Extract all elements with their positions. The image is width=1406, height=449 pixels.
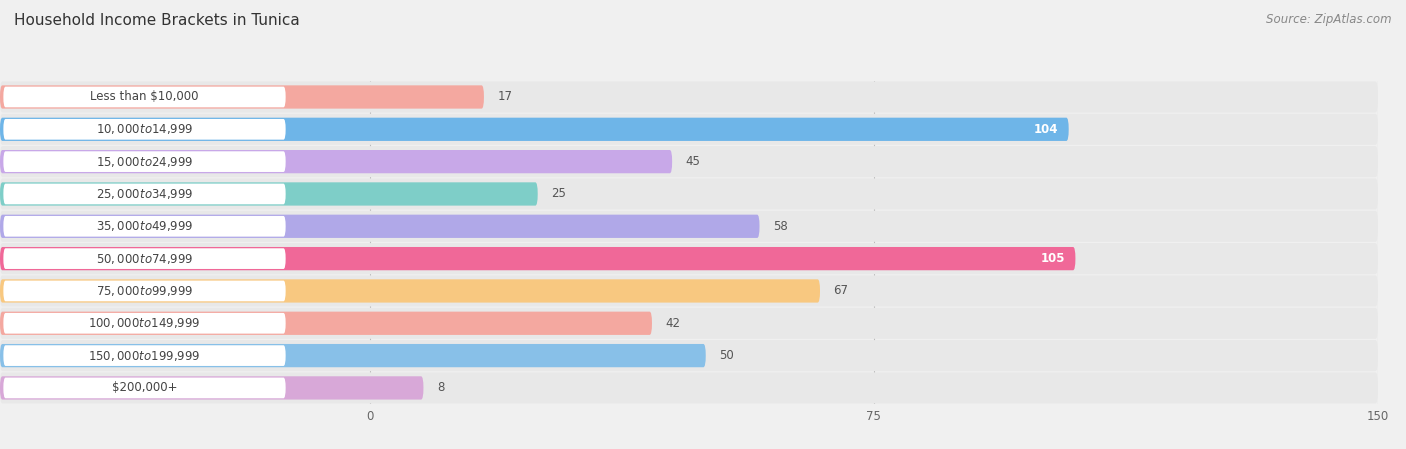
FancyBboxPatch shape xyxy=(0,243,1378,274)
FancyBboxPatch shape xyxy=(0,182,537,206)
FancyBboxPatch shape xyxy=(0,178,1378,210)
FancyBboxPatch shape xyxy=(0,85,484,109)
Text: 105: 105 xyxy=(1040,252,1066,265)
FancyBboxPatch shape xyxy=(0,275,1378,307)
Text: $200,000+: $200,000+ xyxy=(111,382,177,394)
Text: Less than $10,000: Less than $10,000 xyxy=(90,91,198,103)
Text: Household Income Brackets in Tunica: Household Income Brackets in Tunica xyxy=(14,13,299,28)
Text: Source: ZipAtlas.com: Source: ZipAtlas.com xyxy=(1267,13,1392,26)
FancyBboxPatch shape xyxy=(3,281,285,301)
FancyBboxPatch shape xyxy=(3,313,285,334)
Text: 17: 17 xyxy=(498,91,512,103)
Text: 67: 67 xyxy=(834,285,848,297)
Text: 42: 42 xyxy=(665,317,681,330)
FancyBboxPatch shape xyxy=(0,81,1378,113)
FancyBboxPatch shape xyxy=(0,340,1378,371)
FancyBboxPatch shape xyxy=(3,184,285,204)
FancyBboxPatch shape xyxy=(3,248,285,269)
Text: 8: 8 xyxy=(437,382,444,394)
FancyBboxPatch shape xyxy=(3,87,285,107)
Text: $10,000 to $14,999: $10,000 to $14,999 xyxy=(96,122,193,136)
FancyBboxPatch shape xyxy=(0,376,423,400)
Text: 104: 104 xyxy=(1035,123,1059,136)
FancyBboxPatch shape xyxy=(0,118,1069,141)
FancyBboxPatch shape xyxy=(0,114,1378,145)
Text: $25,000 to $34,999: $25,000 to $34,999 xyxy=(96,187,193,201)
Text: 25: 25 xyxy=(551,188,567,200)
Text: $35,000 to $49,999: $35,000 to $49,999 xyxy=(96,219,193,233)
FancyBboxPatch shape xyxy=(0,247,1076,270)
FancyBboxPatch shape xyxy=(3,151,285,172)
FancyBboxPatch shape xyxy=(0,308,1378,339)
FancyBboxPatch shape xyxy=(0,312,652,335)
Text: 50: 50 xyxy=(720,349,734,362)
FancyBboxPatch shape xyxy=(3,378,285,398)
FancyBboxPatch shape xyxy=(0,372,1378,404)
FancyBboxPatch shape xyxy=(3,119,285,140)
Text: $150,000 to $199,999: $150,000 to $199,999 xyxy=(89,348,201,363)
FancyBboxPatch shape xyxy=(0,150,672,173)
Text: $75,000 to $99,999: $75,000 to $99,999 xyxy=(96,284,193,298)
FancyBboxPatch shape xyxy=(0,279,820,303)
Text: $100,000 to $149,999: $100,000 to $149,999 xyxy=(89,316,201,330)
FancyBboxPatch shape xyxy=(0,211,1378,242)
FancyBboxPatch shape xyxy=(0,344,706,367)
Text: $15,000 to $24,999: $15,000 to $24,999 xyxy=(96,154,193,169)
FancyBboxPatch shape xyxy=(3,216,285,237)
Text: 58: 58 xyxy=(773,220,787,233)
FancyBboxPatch shape xyxy=(0,146,1378,177)
FancyBboxPatch shape xyxy=(0,215,759,238)
Text: 45: 45 xyxy=(686,155,700,168)
FancyBboxPatch shape xyxy=(3,345,285,366)
Text: $50,000 to $74,999: $50,000 to $74,999 xyxy=(96,251,193,266)
